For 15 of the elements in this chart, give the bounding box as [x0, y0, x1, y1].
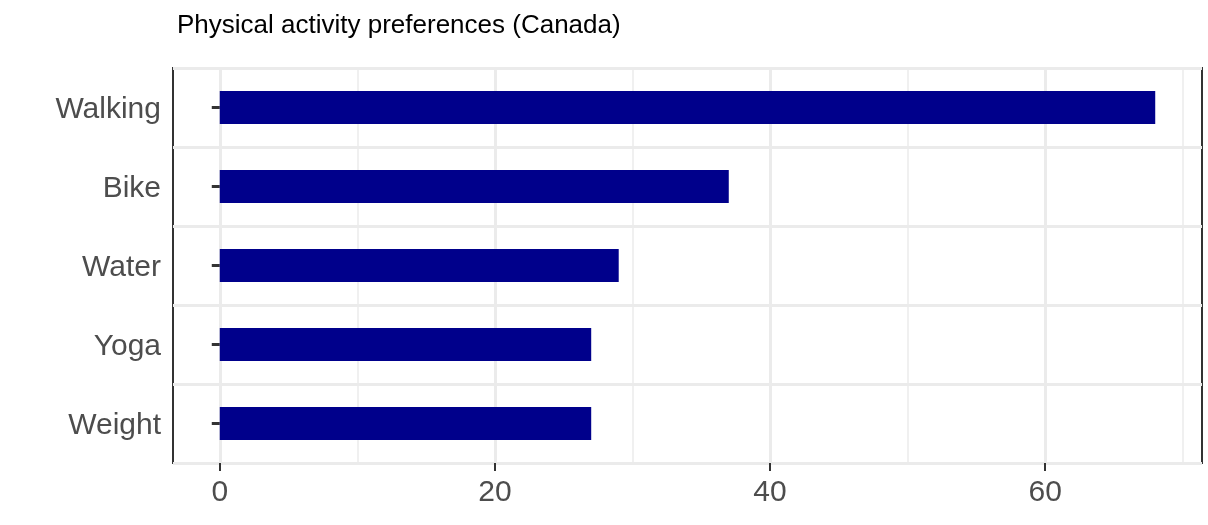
chart-title: Physical activity preferences (Canada): [177, 9, 621, 39]
y-tick-label: Bike: [102, 170, 161, 203]
bar: [219, 90, 1156, 125]
bar: [219, 248, 619, 283]
bar: [219, 327, 592, 362]
bar: [219, 169, 729, 204]
x-tick-label: 40: [753, 473, 787, 507]
x-tick-label: 60: [1028, 473, 1062, 507]
y-tick-label: Weight: [68, 407, 162, 440]
y-tick-label: Walking: [55, 91, 161, 124]
bar: [219, 406, 592, 441]
x-tick-label: 0: [211, 473, 229, 507]
y-tick-label: Yoga: [93, 328, 162, 361]
y-tick-label: Water: [82, 249, 161, 282]
x-tick-label: 20: [478, 473, 512, 507]
